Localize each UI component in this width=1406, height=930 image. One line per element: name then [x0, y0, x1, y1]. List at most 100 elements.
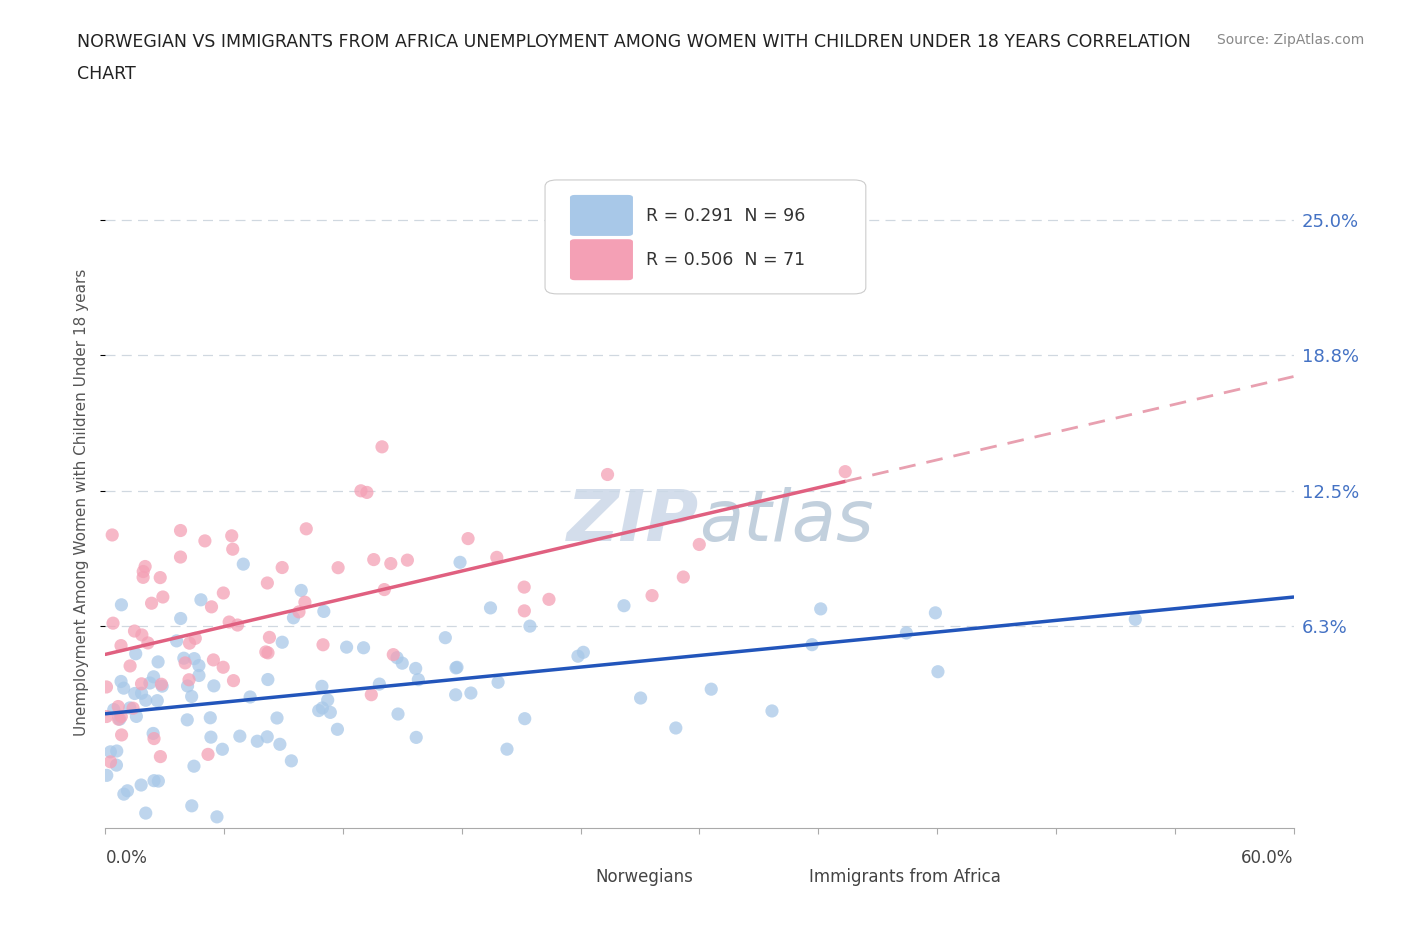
Point	[259, 630, 281, 644]
Point	[368, 677, 391, 692]
Point	[120, 658, 142, 673]
Point	[232, 557, 254, 572]
Point	[107, 711, 129, 726]
Point	[239, 689, 262, 704]
Point	[688, 537, 710, 551]
Point	[202, 653, 225, 668]
Point	[444, 660, 467, 675]
Point	[148, 774, 170, 789]
Point	[486, 675, 509, 690]
Point	[271, 635, 294, 650]
Text: R = 0.506  N = 71: R = 0.506 N = 71	[645, 251, 806, 269]
Point	[110, 638, 132, 653]
Point	[103, 702, 125, 717]
Point	[131, 676, 153, 691]
Point	[183, 651, 205, 666]
Point	[229, 729, 252, 744]
Point	[326, 722, 349, 737]
Point	[360, 687, 382, 702]
Point	[150, 679, 173, 694]
Point	[180, 798, 202, 813]
Point	[353, 641, 375, 656]
Point	[834, 464, 856, 479]
Point	[143, 731, 166, 746]
Point	[308, 703, 330, 718]
Point	[211, 742, 233, 757]
Point	[125, 709, 148, 724]
Point	[496, 742, 519, 757]
Point	[256, 729, 278, 744]
Point	[100, 744, 122, 759]
Point	[146, 655, 169, 670]
Point	[96, 709, 118, 724]
Point	[311, 679, 333, 694]
Point	[513, 711, 536, 726]
Point	[665, 721, 688, 736]
Point	[184, 631, 207, 645]
Point	[131, 685, 153, 700]
Point	[226, 618, 249, 632]
Point	[200, 730, 222, 745]
Point	[125, 646, 148, 661]
Point	[373, 582, 395, 597]
Point	[266, 711, 288, 725]
Point	[176, 712, 198, 727]
Text: R = 0.291  N = 96: R = 0.291 N = 96	[645, 206, 806, 225]
Point	[117, 783, 139, 798]
Point	[188, 668, 211, 683]
Point	[110, 597, 132, 612]
Point	[256, 576, 278, 591]
Point	[149, 750, 172, 764]
Point	[382, 647, 405, 662]
Point	[519, 618, 541, 633]
Point	[405, 661, 427, 676]
Point	[212, 586, 235, 601]
FancyBboxPatch shape	[569, 239, 633, 280]
Point	[190, 592, 212, 607]
Point	[110, 709, 132, 724]
Point	[100, 754, 122, 769]
Point	[761, 703, 783, 718]
Point	[194, 534, 217, 549]
Point	[356, 485, 378, 499]
Point	[380, 556, 402, 571]
Point	[246, 734, 269, 749]
Point	[288, 604, 311, 619]
Point	[179, 636, 201, 651]
Point	[444, 687, 467, 702]
Point	[700, 682, 723, 697]
Point	[122, 700, 145, 715]
Point	[101, 616, 124, 631]
Point	[257, 672, 280, 687]
Point	[391, 656, 413, 671]
Point	[205, 809, 228, 824]
Point	[485, 550, 508, 565]
Point	[405, 730, 427, 745]
Point	[105, 758, 128, 773]
Point	[312, 604, 335, 618]
Point	[135, 805, 157, 820]
Point	[169, 611, 191, 626]
Point	[457, 531, 479, 546]
Point	[449, 555, 471, 570]
Text: NORWEGIAN VS IMMIGRANTS FROM AFRICA UNEMPLOYMENT AMONG WOMEN WITH CHILDREN UNDER: NORWEGIAN VS IMMIGRANTS FROM AFRICA UNEM…	[77, 33, 1191, 50]
Point	[312, 637, 335, 652]
Point	[290, 583, 312, 598]
Point	[142, 670, 165, 684]
Point	[1123, 612, 1146, 627]
Y-axis label: Unemployment Among Women with Children Under 18 years: Unemployment Among Women with Children U…	[75, 269, 90, 736]
Point	[124, 686, 146, 701]
Point	[326, 560, 349, 575]
Point	[143, 773, 166, 788]
Point	[183, 759, 205, 774]
Point	[311, 700, 333, 715]
Point	[222, 542, 245, 557]
Point	[218, 615, 240, 630]
Point	[180, 689, 202, 704]
Point	[387, 707, 409, 722]
Point	[596, 467, 619, 482]
Point	[222, 673, 245, 688]
Point	[149, 570, 172, 585]
Point	[105, 744, 128, 759]
Point	[177, 672, 200, 687]
